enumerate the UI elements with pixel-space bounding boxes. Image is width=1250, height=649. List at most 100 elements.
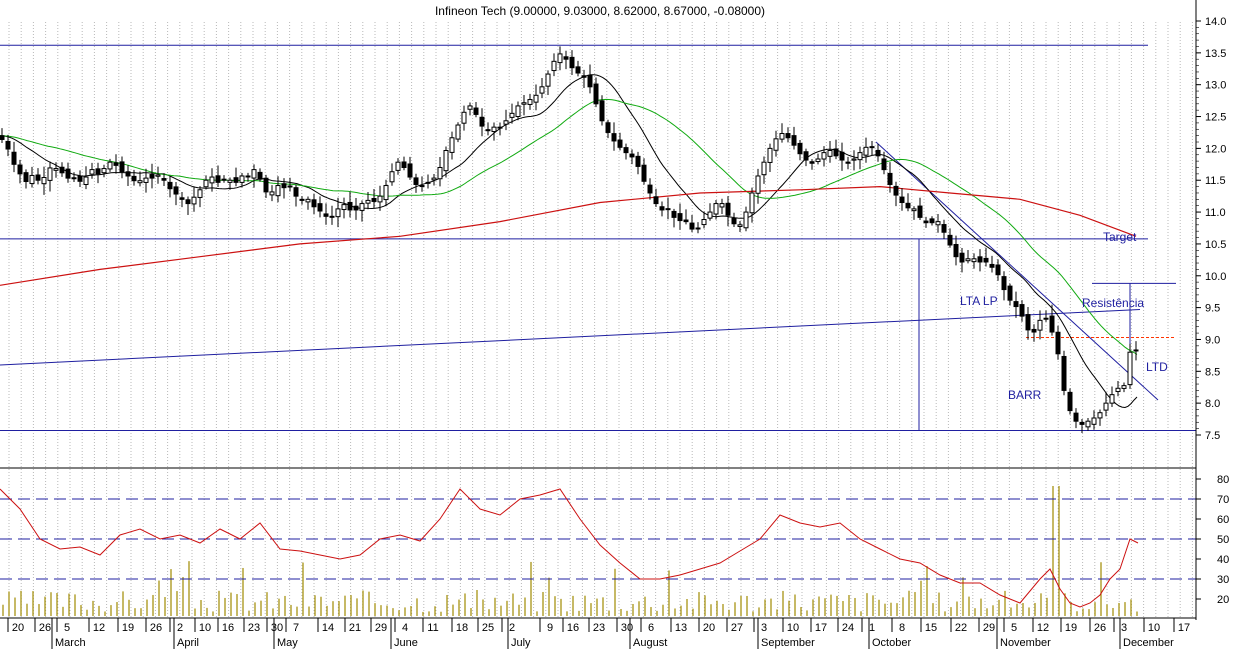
- candle: [1025, 307, 1031, 340]
- candle-body: [515, 105, 521, 118]
- candle: [197, 186, 203, 208]
- candle: [581, 69, 587, 89]
- candle: [959, 247, 965, 273]
- candle: [461, 105, 467, 131]
- candle-body: [329, 215, 335, 218]
- candle: [275, 176, 281, 203]
- candle-body: [455, 124, 461, 140]
- candle-body: [5, 140, 11, 150]
- candle: [521, 94, 527, 116]
- candle-body: [491, 126, 497, 133]
- candle: [209, 168, 215, 192]
- candle: [947, 228, 953, 248]
- candle-body: [539, 86, 545, 94]
- candle: [935, 214, 941, 233]
- candle-body: [773, 138, 779, 151]
- candle: [395, 158, 401, 175]
- candle: [833, 139, 839, 160]
- candle-body: [1001, 276, 1007, 291]
- candle-body: [953, 243, 959, 258]
- candle-body: [737, 224, 743, 227]
- x-day-label: 20: [703, 622, 715, 634]
- candle-body: [221, 178, 227, 181]
- candle-body: [821, 152, 827, 160]
- candle-body: [401, 161, 407, 168]
- candle-body: [695, 227, 701, 230]
- candle-body: [89, 169, 95, 175]
- candle: [749, 187, 755, 223]
- candle-body: [95, 168, 101, 175]
- x-day-label: 16: [222, 622, 234, 634]
- candle: [437, 156, 443, 187]
- x-month-label: August: [633, 637, 667, 649]
- candle: [1055, 325, 1061, 360]
- candle-body: [101, 168, 107, 174]
- y-tick-label: 9.0: [1205, 334, 1220, 346]
- volume-bars: [2, 486, 1138, 616]
- candle-body: [599, 100, 605, 122]
- candle: [887, 162, 893, 193]
- ltd-label: LTD: [1146, 360, 1168, 374]
- candle: [863, 137, 869, 163]
- candle: [383, 179, 389, 207]
- candle-body: [641, 164, 647, 182]
- candle-body: [863, 146, 869, 156]
- candle: [77, 170, 83, 187]
- candle: [587, 64, 593, 94]
- x-month-label: October: [872, 637, 911, 649]
- candle-body: [47, 167, 53, 181]
- candle: [1115, 381, 1121, 397]
- candle-body: [389, 171, 395, 183]
- candle-body: [245, 175, 251, 178]
- candle-body: [827, 150, 833, 157]
- candle: [785, 127, 791, 143]
- candle-body: [1091, 417, 1097, 425]
- candle-body: [107, 161, 113, 170]
- x-day-label: 27: [731, 622, 743, 634]
- candle: [305, 196, 311, 210]
- candle: [1043, 310, 1049, 322]
- candle: [449, 131, 455, 160]
- candle-body: [179, 197, 185, 200]
- candle-body: [989, 263, 995, 268]
- candle: [371, 188, 377, 209]
- candle: [1049, 304, 1055, 336]
- candle: [1031, 324, 1037, 342]
- candle: [623, 143, 629, 160]
- candle: [611, 122, 617, 151]
- candle: [677, 203, 683, 230]
- candle-body: [1037, 319, 1043, 331]
- x-day-label: 7: [293, 622, 299, 634]
- x-day-label: 1: [869, 622, 875, 634]
- candle-body: [143, 177, 149, 183]
- candle-body: [941, 224, 947, 233]
- candle-body: [1073, 412, 1079, 422]
- y-tick-label: 12.5: [1205, 112, 1226, 124]
- candle: [647, 178, 653, 200]
- candle-body: [911, 208, 917, 212]
- candle: [95, 162, 101, 184]
- candle: [1097, 409, 1103, 426]
- candle-body: [359, 203, 365, 211]
- candle: [479, 108, 485, 137]
- candle: [923, 216, 929, 228]
- candle: [1061, 350, 1067, 396]
- candle: [899, 188, 905, 211]
- candles: [0, 46, 1139, 434]
- candle-body: [977, 256, 983, 263]
- candle: [173, 181, 179, 206]
- candle-body: [53, 168, 59, 171]
- candle-body: [1097, 412, 1103, 419]
- x-day-label: 30: [271, 622, 283, 634]
- candle: [263, 174, 269, 199]
- rsi-tick-label: 80: [1217, 474, 1229, 486]
- candle-body: [611, 133, 617, 142]
- candle: [551, 53, 557, 77]
- candle: [725, 196, 731, 227]
- candle-body: [623, 147, 629, 154]
- candle: [857, 146, 863, 170]
- rsi-panel: [0, 488, 1196, 608]
- candle-body: [473, 107, 479, 115]
